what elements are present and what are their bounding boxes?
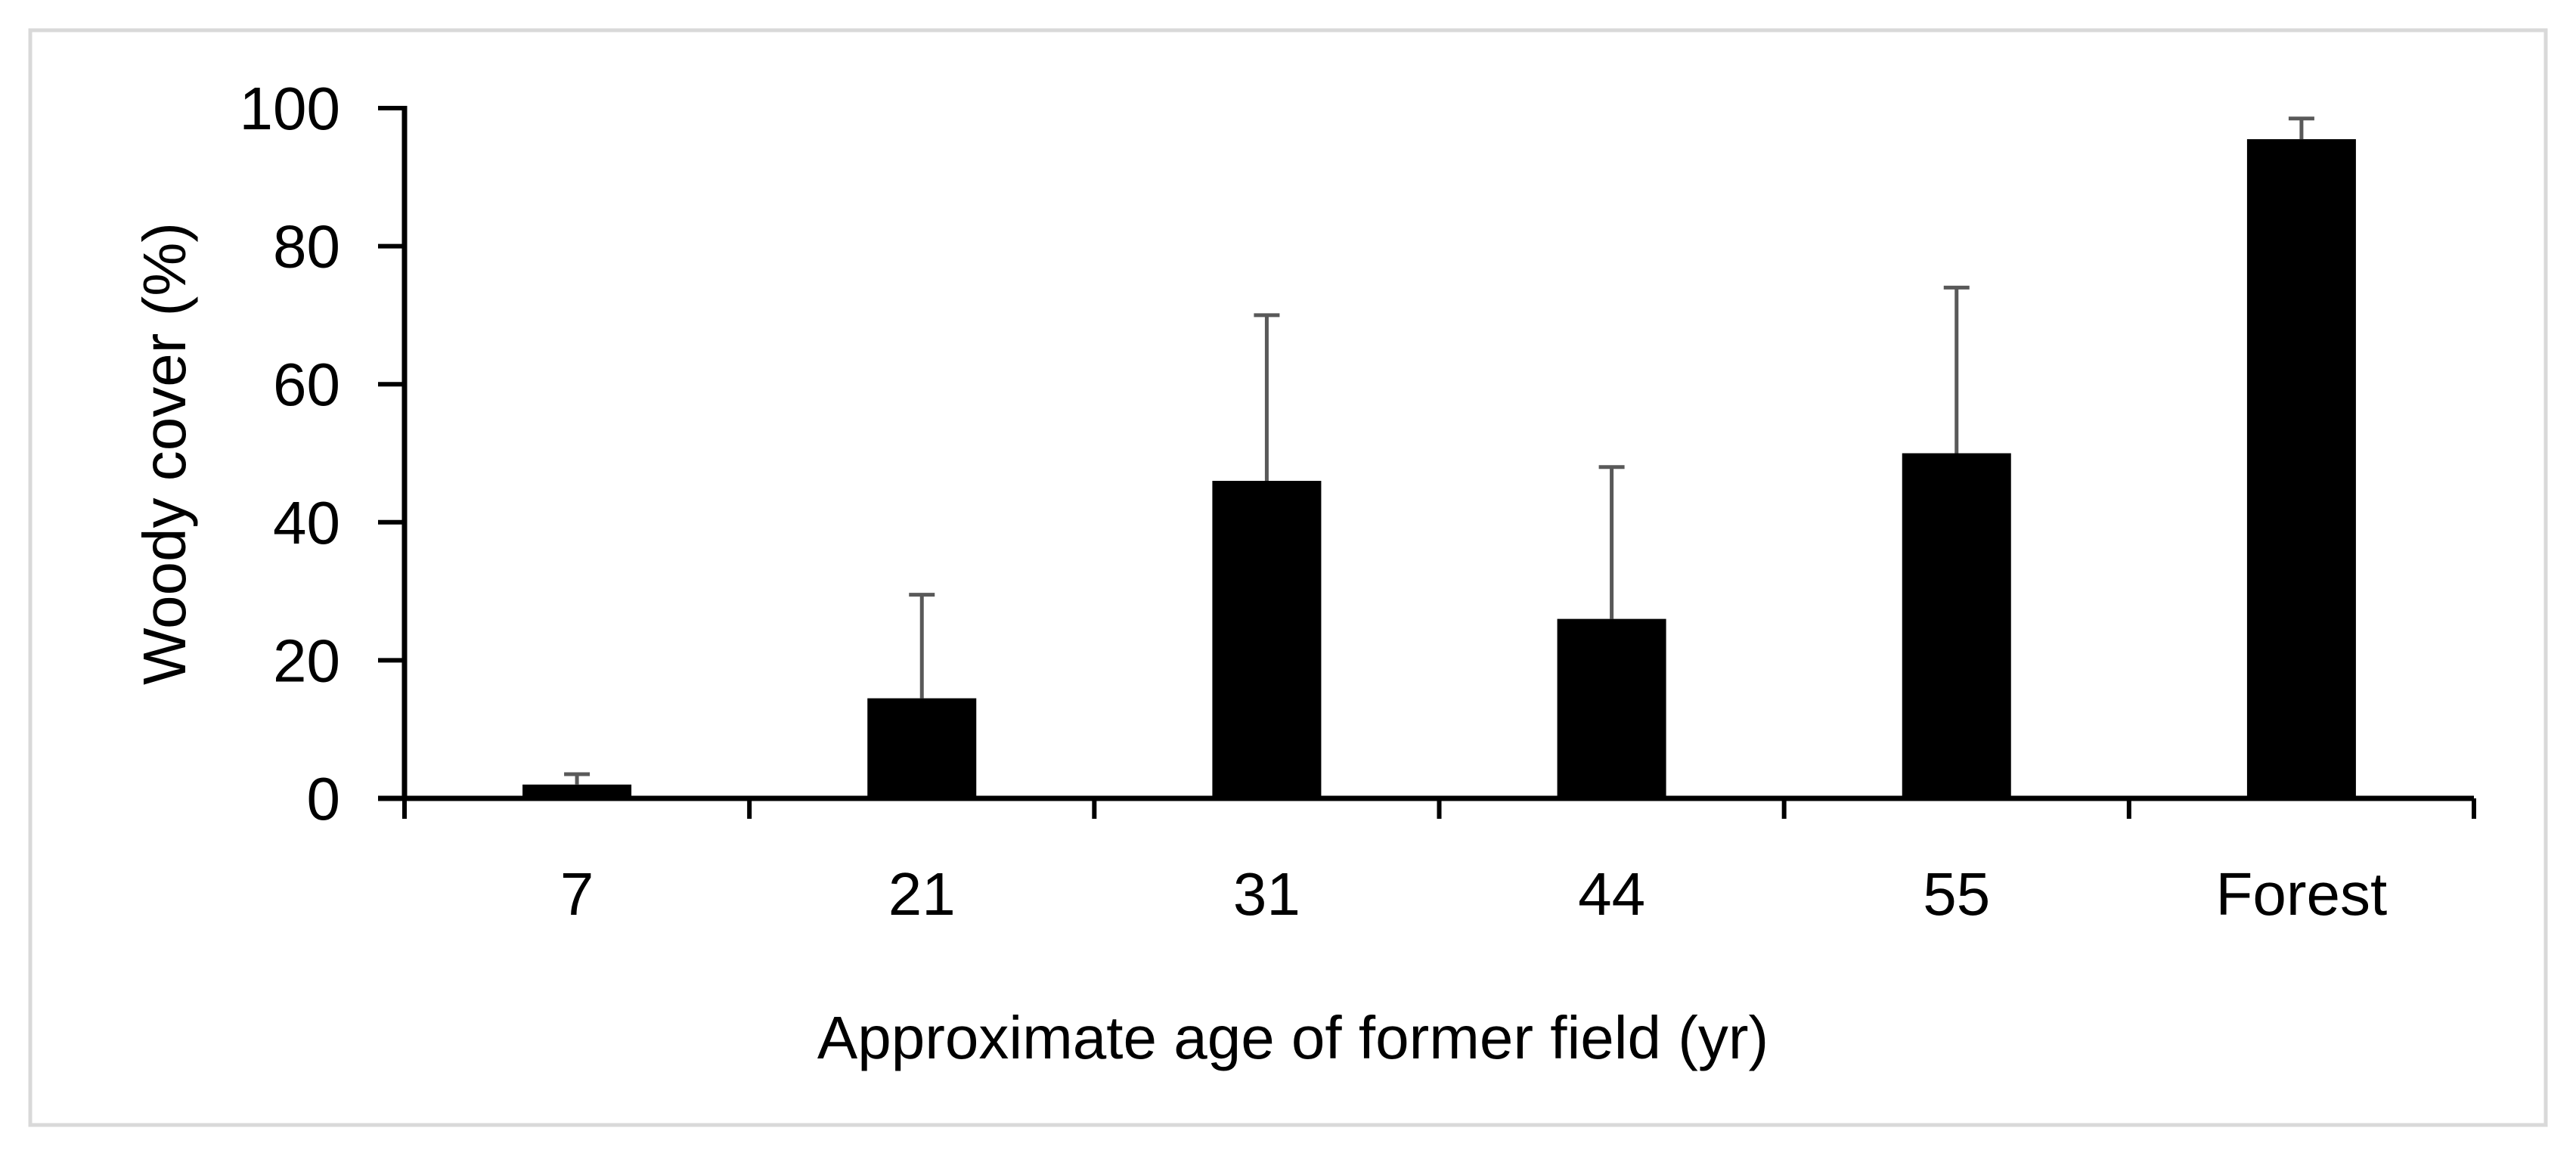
error-bar-7: [564, 772, 591, 785]
error-bars-layer: [564, 116, 2314, 785]
x-axis-title: Approximate age of former field (yr): [817, 1004, 1768, 1071]
bar-31: [1212, 481, 1322, 798]
y-tick-label: 20: [273, 627, 340, 694]
bar-55: [1902, 453, 2011, 798]
x-tick-label: 55: [1923, 860, 1990, 928]
error-bar-55: [1943, 285, 1970, 454]
y-tick-label: 80: [273, 213, 340, 280]
error-bar-forest: [2288, 116, 2314, 140]
x-tick-label: 31: [1233, 860, 1300, 928]
y-axis-title: Woody cover (%): [131, 222, 198, 685]
x-tick-label: Forest: [2216, 860, 2388, 928]
error-bar-21: [909, 593, 935, 699]
bar-21: [867, 698, 977, 798]
tick-labels-layer: 7 21 31 44 55 Forest 0 20 40 60 80 100: [240, 75, 2388, 928]
bar-7: [522, 784, 632, 798]
x-tick-label: 44: [1578, 860, 1645, 928]
x-tick-label: 21: [888, 860, 956, 928]
y-tick-label: 0: [307, 765, 341, 832]
y-tick-label: 60: [273, 351, 340, 418]
axes-layer: [378, 106, 2476, 819]
bars-layer: [522, 139, 2356, 798]
bar-forest: [2246, 139, 2356, 798]
x-tick-label: 7: [560, 860, 594, 928]
y-tick-label: 100: [240, 75, 340, 142]
y-tick-label: 40: [273, 489, 340, 556]
error-bar-44: [1598, 465, 1625, 619]
bar-44: [1557, 618, 1666, 798]
error-bar-31: [1254, 313, 1280, 482]
